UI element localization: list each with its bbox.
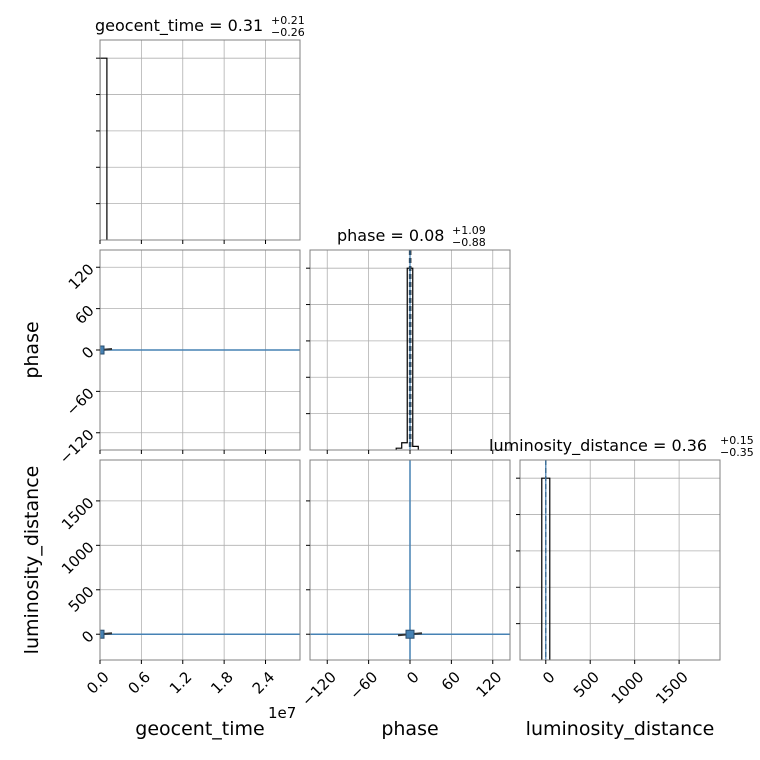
density-contour — [100, 348, 113, 352]
histogram-phase — [395, 267, 419, 450]
title-phase-minus: −0.88 — [452, 236, 486, 249]
x-tick-label: 1000 — [608, 668, 648, 708]
x-tick-label: 1.8 — [207, 668, 237, 698]
x-axis-label-phase: phase — [381, 718, 438, 740]
title-geocent-time-minus: −0.26 — [271, 26, 305, 39]
truth-marker — [405, 629, 415, 639]
title-phase-plus: +1.09 — [452, 224, 486, 237]
histogram-geocent_time — [100, 57, 108, 240]
title-luminosity-distance-minus: −0.35 — [720, 446, 754, 459]
y-tick-label: 1000 — [58, 538, 98, 578]
x-tick-label: 0.6 — [125, 668, 155, 698]
x-tick-label: −120 — [298, 668, 340, 710]
x-axis-label-geocent-time: geocent_time — [135, 718, 264, 740]
x-axis-label-luminosity-distance: luminosity_distance — [526, 718, 715, 740]
x-tick-label: 0.0 — [83, 668, 113, 698]
x-tick-label: 120 — [473, 668, 506, 701]
x-tick-label: 1500 — [652, 668, 692, 708]
title-geocent-time: geocent_time = 0.31 — [95, 16, 263, 36]
y-axis-label-phase: phase — [21, 321, 43, 378]
y-tick-label: 60 — [71, 302, 97, 328]
panel-phase-vs-geocent-time — [99, 249, 301, 451]
x-tick-label: 60 — [438, 668, 464, 694]
x-tick-label: 2.4 — [249, 668, 279, 698]
panel-phase-hist — [309, 249, 511, 451]
y-axis-label-luminosity-distance: luminosity_distance — [21, 466, 43, 655]
x-tick-label: 0 — [539, 668, 558, 687]
density-contour — [100, 632, 113, 636]
y-tick-label: 500 — [65, 583, 98, 616]
panel-geocent-time-hist — [99, 39, 301, 241]
y-tick-label: 0 — [78, 343, 97, 362]
x-tick-label: −60 — [346, 668, 381, 703]
truth-marker — [100, 345, 105, 355]
y-tick-label: 0 — [78, 627, 97, 646]
x-offset-text: 1e7 — [268, 704, 296, 722]
title-luminosity-distance: luminosity_distance = 0.36 — [489, 436, 707, 456]
panel-distance-hist — [519, 459, 721, 661]
title-luminosity-distance-plus: +0.15 — [720, 434, 754, 447]
truth-marker — [100, 629, 105, 639]
x-tick-label: 500 — [570, 668, 603, 701]
y-tick-label: −60 — [63, 384, 98, 419]
y-tick-label: 120 — [65, 260, 98, 293]
y-tick-label: −120 — [56, 426, 98, 468]
title-phase: phase = 0.08 — [337, 226, 444, 245]
x-tick-label: 0 — [403, 668, 422, 687]
panel-distance-vs-phase — [309, 459, 511, 661]
title-geocent-time-plus: +0.21 — [271, 14, 305, 27]
x-tick-label: 1.2 — [166, 668, 196, 698]
y-tick-label: 1500 — [58, 494, 98, 534]
panel-distance-vs-geocent-time — [99, 459, 301, 661]
